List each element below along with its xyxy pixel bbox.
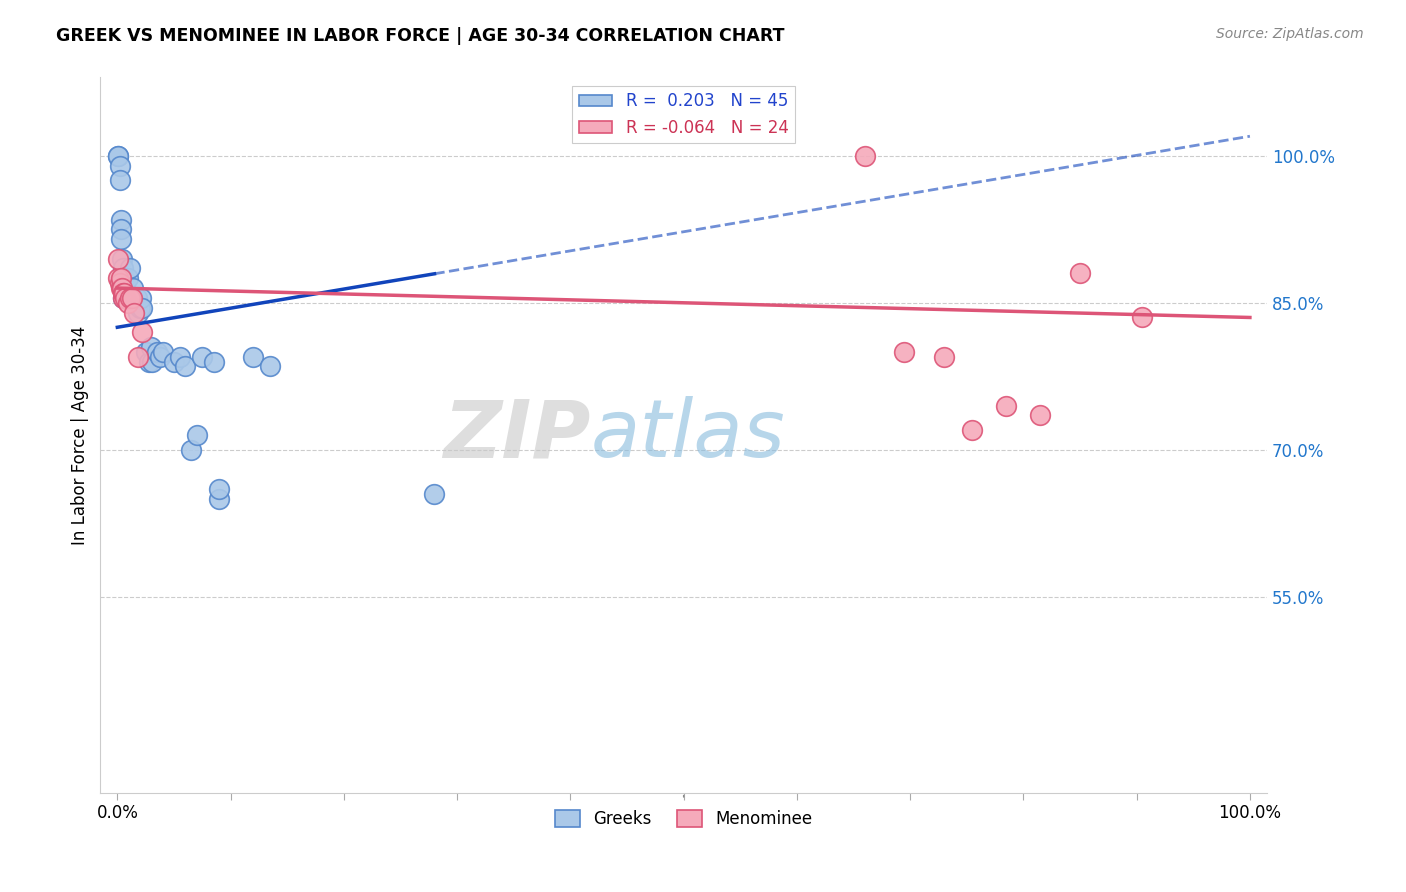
Point [135,344,157,359]
Point [107,149,129,163]
Point [111,271,134,285]
Point [127,350,149,364]
Point [110,281,132,295]
Text: atlas: atlas [591,396,785,474]
Point [107,252,129,266]
Point [174,359,197,374]
Point [117,295,139,310]
Text: GREEK VS MENOMINEE IN LABOR FORCE | AGE 30-34 CORRELATION CHART: GREEK VS MENOMINEE IN LABOR FORCE | AGE … [56,27,785,45]
Point [129,301,152,315]
Point [169,350,191,364]
Point [112,271,135,285]
Point [163,354,186,368]
Point [125,291,148,305]
Point [111,285,134,300]
Point [202,354,225,368]
Point [995,399,1018,413]
Point [107,149,129,163]
Point [118,291,141,305]
Point [111,291,134,305]
Point [108,173,131,187]
Point [114,291,136,305]
Point [853,149,876,163]
Point [110,232,132,246]
Point [932,350,955,364]
Point [141,340,163,354]
Point [108,276,131,290]
Point [118,291,141,305]
Point [107,271,129,285]
Point [111,261,134,276]
Point [259,359,281,374]
Text: ZIP: ZIP [443,396,591,474]
Point [124,305,146,319]
Point [111,291,134,305]
Point [1130,310,1153,325]
Point [127,305,149,319]
Point [149,350,172,364]
Point [423,487,446,501]
Point [893,344,915,359]
Y-axis label: In Labor Force | Age 30-34: In Labor Force | Age 30-34 [72,326,89,545]
Point [122,281,145,295]
Point [114,276,136,290]
Point [208,491,231,506]
Point [117,271,139,285]
Point [152,344,174,359]
Point [131,325,153,339]
Point [146,344,169,359]
Point [129,291,152,305]
Point [242,350,264,364]
Point [1069,266,1091,280]
Point [1029,409,1052,423]
Point [110,222,132,236]
Point [110,212,132,227]
Point [108,159,131,173]
Point [962,423,984,437]
Point [141,354,163,368]
Point [112,285,135,300]
Legend: Greeks, Menominee: Greeks, Menominee [548,803,818,834]
Point [112,285,135,300]
Point [110,271,132,285]
Point [191,350,214,364]
Point [121,291,143,305]
Point [180,442,202,457]
Point [111,252,134,266]
Point [118,261,141,276]
Point [186,428,208,442]
Point [111,271,134,285]
Point [111,281,134,295]
Point [124,295,146,310]
Point [138,354,160,368]
Point [121,291,143,305]
Point [208,482,231,496]
Text: Source: ZipAtlas.com: Source: ZipAtlas.com [1216,27,1364,41]
Point [131,301,153,315]
